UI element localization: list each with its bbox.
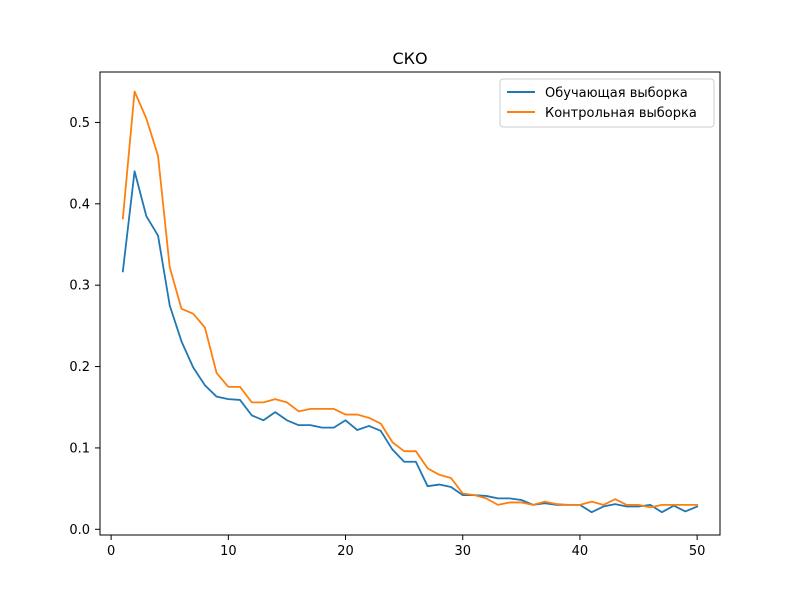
y-tick-label: 0.5 — [69, 116, 90, 131]
x-tick-label: 40 — [572, 544, 589, 559]
legend: Обучающая выборка Контрольная выборка — [499, 78, 715, 128]
series-line-train — [121, 170, 699, 514]
plot-frame — [99, 71, 721, 536]
legend-label-train: Обучающая выборка — [545, 86, 688, 101]
y-tick-label: 0.3 — [69, 279, 90, 294]
series-group — [121, 90, 699, 514]
x-tick-label: 30 — [454, 544, 471, 559]
y-tick-label: 0.1 — [69, 441, 90, 456]
y-tick-label: 0.0 — [69, 523, 90, 538]
chart-title: СКО — [392, 49, 427, 68]
series-line-control — [121, 90, 699, 509]
x-tick-label: 0 — [107, 544, 115, 559]
x-tick-label: 20 — [337, 544, 354, 559]
y-tick-label: 0.4 — [69, 197, 90, 212]
legend-label-control: Контрольная выборка — [545, 106, 697, 121]
axes-group: 0 10 20 30 40 50 0.0 0.1 0.2 0.3 0.4 0.5 — [69, 116, 705, 559]
y-tick-label: 0.2 — [69, 360, 90, 375]
x-tick-label: 50 — [689, 544, 706, 559]
legend-box — [499, 78, 715, 128]
x-tick-label: 10 — [220, 544, 237, 559]
